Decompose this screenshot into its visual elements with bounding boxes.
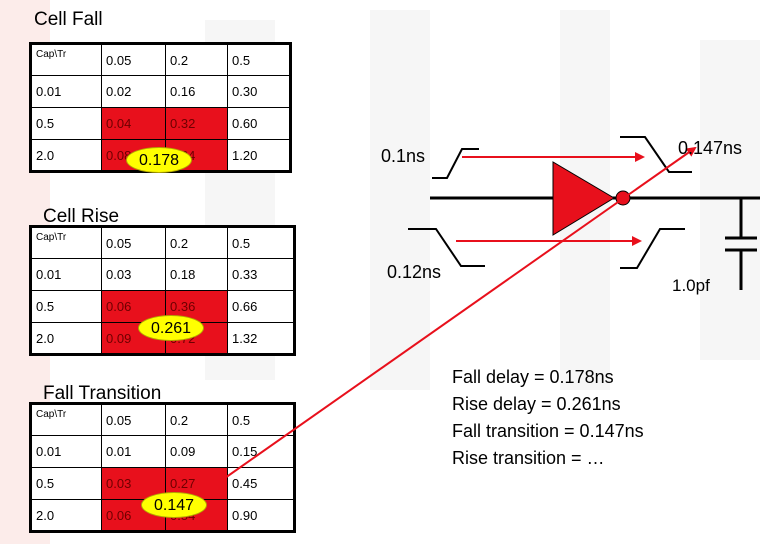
table-cell: 0.16: [165, 75, 228, 108]
table-cell: 0.5: [30, 467, 102, 500]
cell-rise-title: Cell Rise: [43, 206, 120, 227]
table-row: Cap\Tr 0.05 0.2 0.5: [30, 403, 295, 436]
cell-rise-result-oval: 0.261: [138, 315, 204, 341]
table-cell-highlighted: 0.27: [165, 467, 228, 500]
summary-fall-transition: Fall transition = 0.147ns: [452, 421, 644, 441]
table-cell: 0.15: [227, 435, 295, 468]
table-cell: 1.20: [227, 139, 291, 172]
table-cell: 0.01: [30, 435, 102, 468]
table-cell: 0.01: [30, 75, 102, 108]
table-row: 0.5 0.04 0.32 0.60: [30, 107, 291, 140]
table-cell-highlighted: 0.32: [165, 107, 228, 140]
table-cell: 0.30: [227, 75, 291, 108]
output-transition-label: 0.147ns: [678, 138, 743, 158]
table-cell: 1.32: [227, 322, 295, 355]
table-cell: 0.60: [227, 107, 291, 140]
summary-rise-delay: Rise delay = 0.261ns: [452, 394, 621, 414]
output-rise-waveform: [620, 136, 692, 173]
summary-fall-delay: Fall delay = 0.178ns: [452, 367, 614, 387]
table-cell: 0.5: [227, 226, 295, 259]
table-cell-highlighted: 0.04: [101, 107, 166, 140]
table-cell: 0.33: [227, 258, 295, 291]
table-cell: 0.5: [227, 43, 291, 76]
cell-fall-table: Cap\Tr 0.05 0.2 0.5 0.01 0.02 0.16 0.30 …: [29, 42, 292, 173]
table-cell: 0.2: [165, 226, 228, 259]
table-row: Cap\Tr 0.05 0.2 0.5: [30, 226, 295, 259]
table-cell: 0.66: [227, 290, 295, 323]
load-capacitance-label: 1.0pf: [672, 276, 710, 295]
table-row: 0.01 0.01 0.09 0.15: [30, 435, 295, 468]
table-row: Cap\Tr 0.05 0.2 0.5: [30, 43, 291, 76]
table-cell: 0.90: [227, 499, 295, 532]
table-cell: 0.05: [101, 226, 166, 259]
input-rise-label: 0.12ns: [387, 262, 442, 282]
table-cell: 0.5: [30, 290, 102, 323]
table-cell: 0.09: [165, 435, 228, 468]
fall-transition-title: Fall Transition: [43, 383, 162, 404]
input-fall-label: 0.1ns: [381, 146, 426, 166]
input-rise-waveform: [408, 228, 485, 267]
summary-rise-transition: Rise transition = …: [452, 448, 605, 468]
table-cell: 0.05: [101, 403, 166, 436]
table-cell: Cap\Tr: [30, 403, 102, 436]
transition-lookup-arrow: [224, 146, 697, 479]
inverter-gate-icon: [552, 161, 615, 236]
input-fall-waveform: [432, 148, 479, 179]
cell-fall-result-oval: 0.178: [126, 147, 192, 173]
output-fall-waveform: [620, 228, 685, 269]
table-cell: 0.5: [227, 403, 295, 436]
cell-fall-title: Cell Fall: [34, 9, 103, 30]
fall-transition-result-oval: 0.147: [141, 492, 207, 518]
